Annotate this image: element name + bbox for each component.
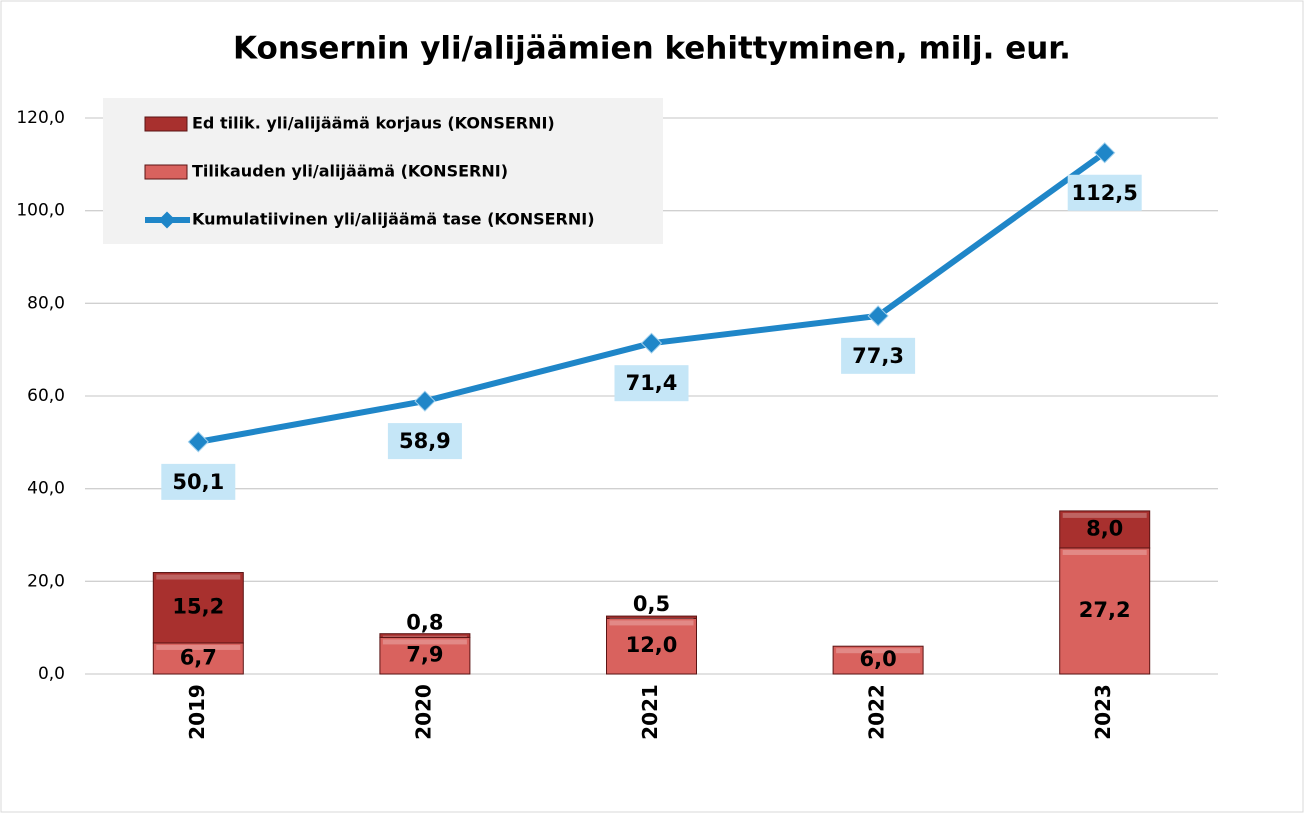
chart-title: Konsernin yli/alijäämien kehittyminen, m… xyxy=(233,31,1071,67)
legend-box xyxy=(103,98,663,244)
bar-highlight xyxy=(156,644,241,650)
bar-highlight xyxy=(382,639,467,645)
legend-label: Ed tilik. yli/alijäämä korjaus (KONSERNI… xyxy=(192,114,555,133)
bar xyxy=(832,645,924,675)
line-value-label: 58,9 xyxy=(399,429,451,453)
value-label-box xyxy=(841,337,916,374)
x-tick-label: 2019 xyxy=(185,684,209,740)
bar xyxy=(606,615,697,619)
line-value-label: 112,5 xyxy=(1071,181,1137,205)
value-label-box xyxy=(1067,174,1142,211)
line-marker xyxy=(1094,142,1116,164)
y-tick-label: 0,0 xyxy=(38,664,65,684)
y-tick-label: 100,0 xyxy=(16,201,65,221)
bar-value-label: 7,9 xyxy=(406,643,443,667)
bar-highlight xyxy=(382,635,467,637)
bar-value-label: 6,0 xyxy=(859,647,896,671)
y-tick-label: 60,0 xyxy=(27,386,65,406)
y-tick-label: 20,0 xyxy=(27,571,65,591)
bar xyxy=(1059,510,1151,549)
legend-marker xyxy=(158,211,176,229)
legend-swatch xyxy=(144,116,188,132)
bar-value-label: 0,8 xyxy=(406,611,443,635)
bar xyxy=(152,572,244,644)
x-tick-label: 2023 xyxy=(1091,684,1115,740)
line-value-label: 50,1 xyxy=(172,470,224,494)
line-value-label: 71,4 xyxy=(626,371,678,395)
legend-label: Kumulatiivinen yli/alijäämä tase (KONSER… xyxy=(192,210,595,229)
bar-value-label: 27,2 xyxy=(1079,598,1131,622)
bar-value-label: 12,0 xyxy=(626,633,678,657)
y-tick-label: 40,0 xyxy=(27,479,65,499)
bar-highlight xyxy=(1062,512,1147,518)
y-tick-label: 120,0 xyxy=(16,108,65,128)
line-marker xyxy=(187,431,209,453)
bar-highlight xyxy=(836,648,921,654)
value-label-box xyxy=(161,463,236,500)
bar xyxy=(379,636,471,675)
bar xyxy=(379,633,471,638)
bar xyxy=(1059,547,1151,675)
bar-highlight xyxy=(156,574,241,580)
x-tick-label: 2021 xyxy=(638,684,662,740)
value-label-box xyxy=(387,423,462,460)
legend-label: Tilikauden yli/alijäämä (KONSERNI) xyxy=(192,162,508,181)
line-value-label: 77,3 xyxy=(852,344,904,368)
line-marker xyxy=(867,305,889,327)
x-tick-label: 2022 xyxy=(865,684,889,740)
bar-highlight xyxy=(1062,549,1147,555)
bar xyxy=(152,642,244,675)
y-tick-label: 80,0 xyxy=(27,293,65,313)
bar-value-label: 6,7 xyxy=(180,645,217,669)
bar-highlight xyxy=(609,618,694,619)
value-label-box xyxy=(614,365,689,402)
bar-value-label: 15,2 xyxy=(172,595,224,619)
bar-highlight xyxy=(609,620,694,626)
line-marker xyxy=(414,390,436,412)
bar-value-label: 8,0 xyxy=(1086,516,1123,540)
legend-swatch xyxy=(144,164,188,180)
bar-value-label: 0,5 xyxy=(633,592,670,616)
x-tick-label: 2020 xyxy=(411,684,435,740)
line-marker xyxy=(640,332,663,354)
